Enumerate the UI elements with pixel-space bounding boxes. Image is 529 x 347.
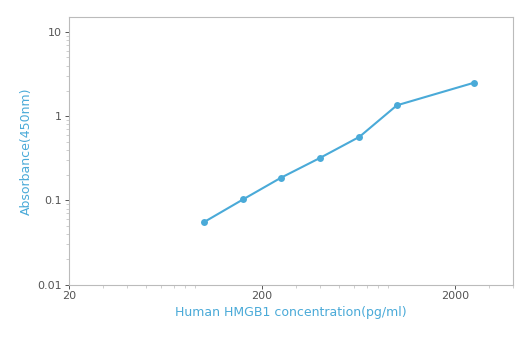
Y-axis label: Absorbance(450nm): Absorbance(450nm) xyxy=(20,87,33,215)
X-axis label: Human HMGB1 concentration(pg/ml): Human HMGB1 concentration(pg/ml) xyxy=(175,306,407,319)
